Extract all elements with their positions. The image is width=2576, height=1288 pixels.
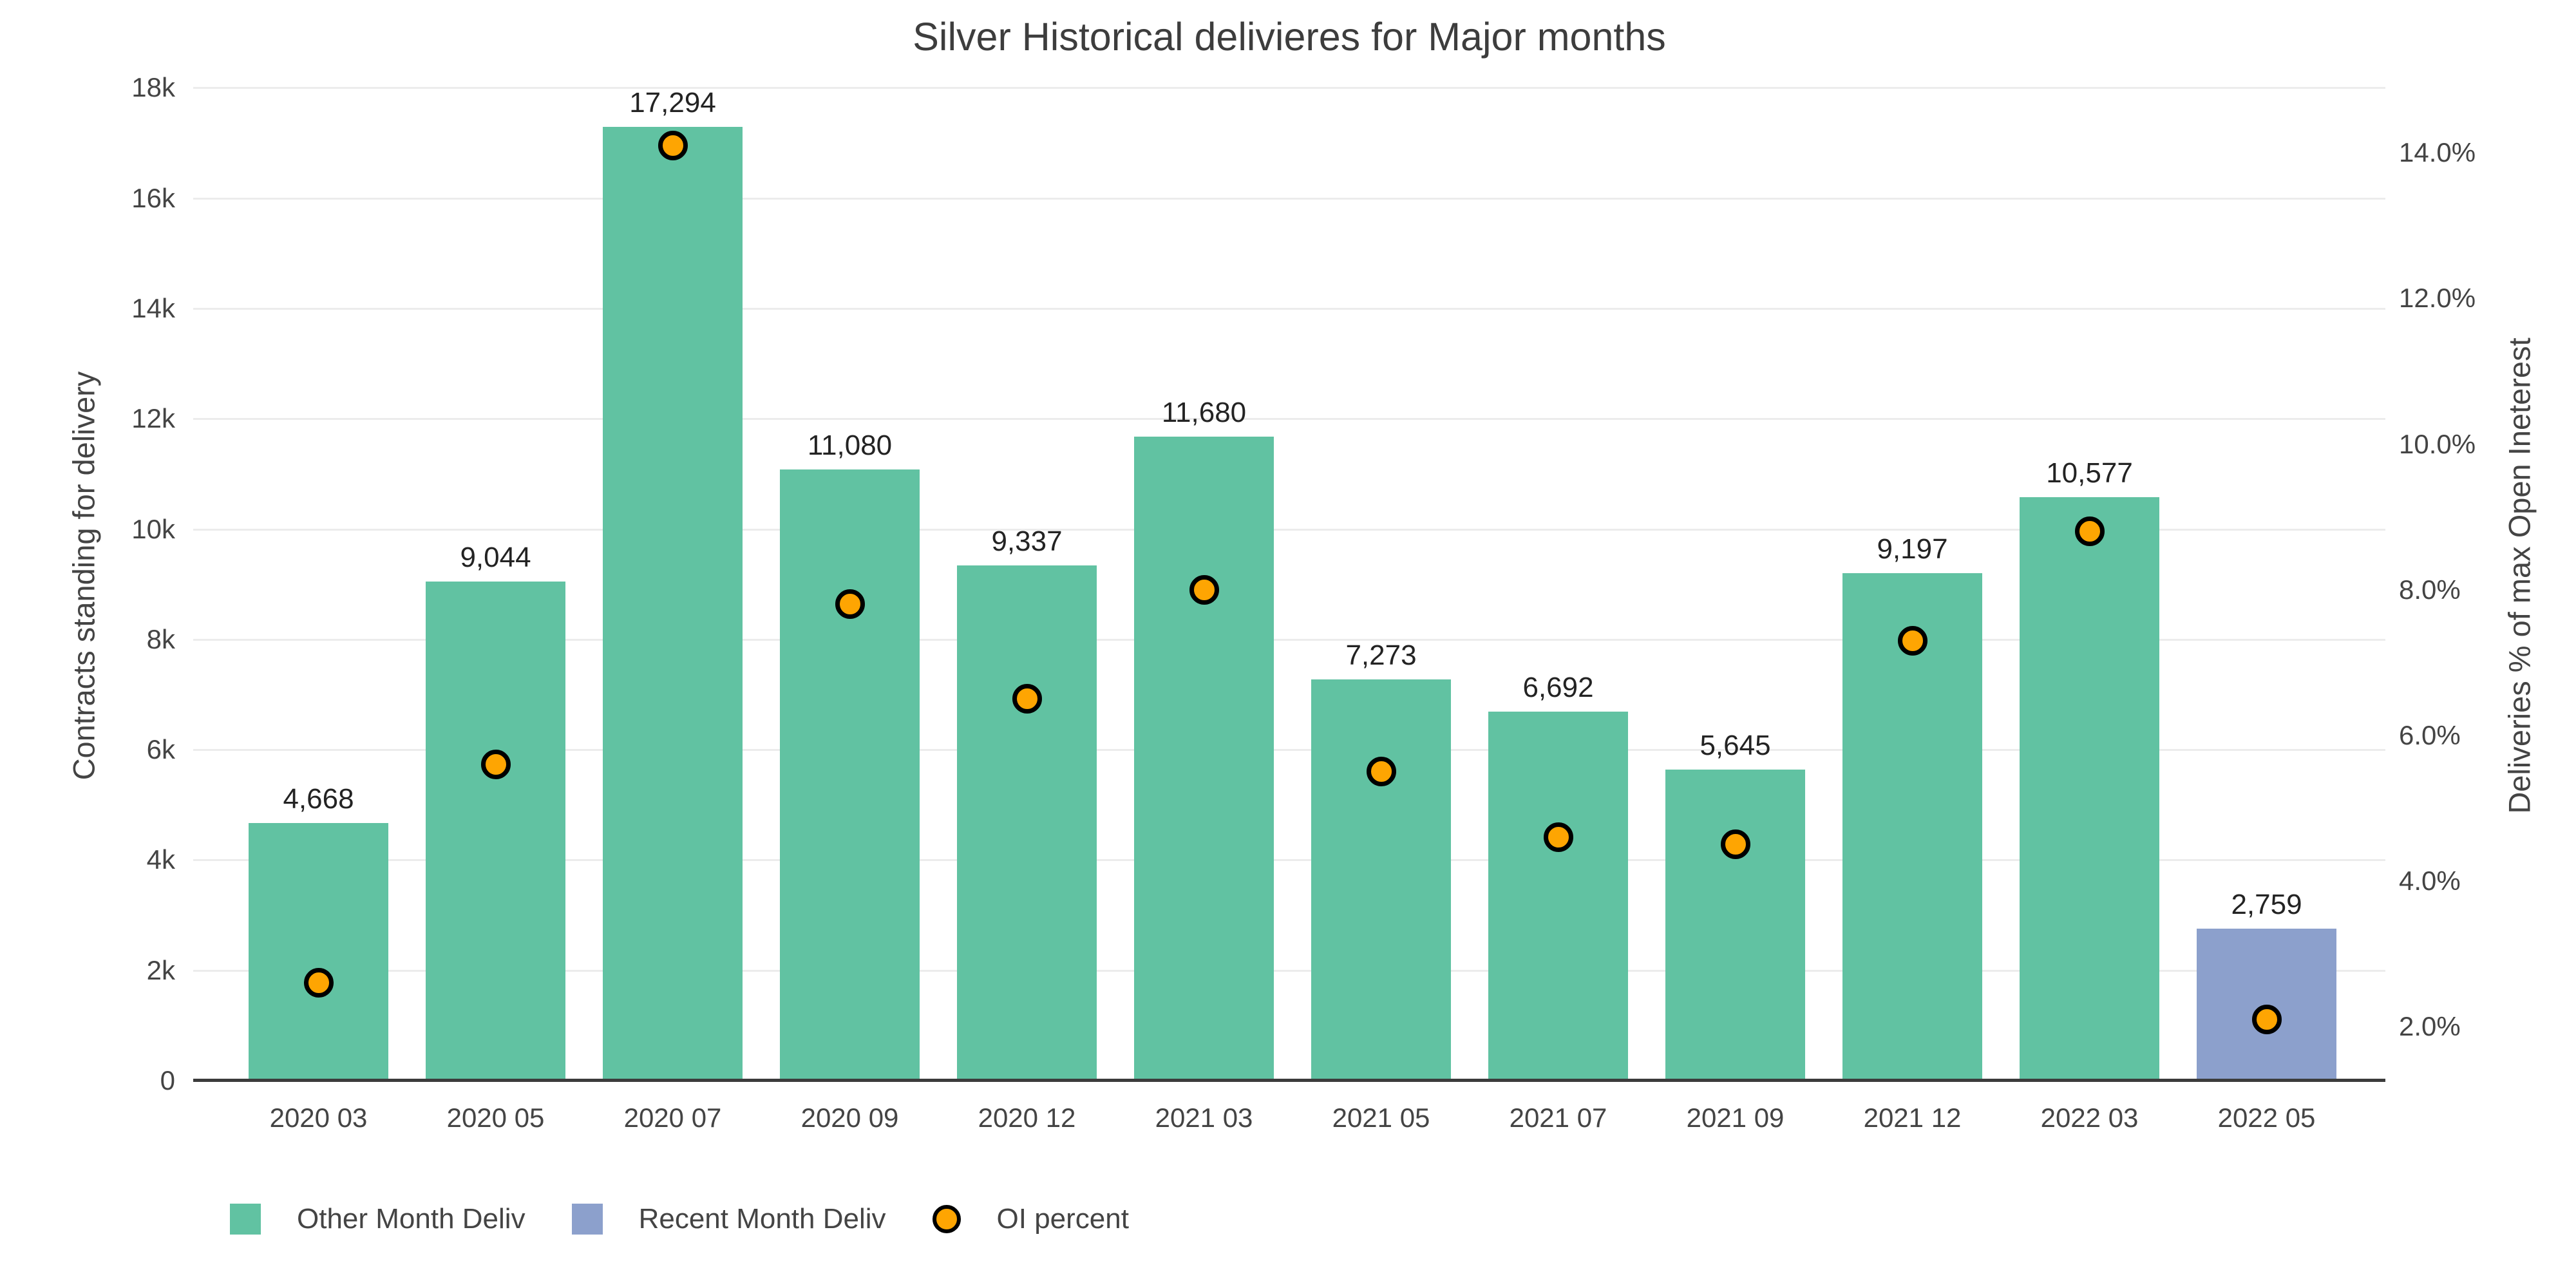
gridline xyxy=(193,307,2385,310)
oi-percent-dot[interactable] xyxy=(1189,574,1219,605)
gridline xyxy=(193,418,2385,421)
x-tick-label: 2021 07 xyxy=(1509,1103,1607,1133)
bar[interactable] xyxy=(1134,436,1274,1081)
x-tick-label: 2021 09 xyxy=(1686,1103,1785,1133)
bar-value-label: 9,197 xyxy=(1877,533,1948,565)
x-tick-label: 2021 12 xyxy=(1863,1103,1962,1133)
x-tick-label: 2020 07 xyxy=(623,1103,722,1133)
oi-percent-dot[interactable] xyxy=(1012,684,1042,714)
y-tick-label-left: 2k xyxy=(146,954,175,985)
gridline xyxy=(193,749,2385,752)
oi-percent-dot[interactable] xyxy=(2074,516,2105,547)
legend-item-oi-percent[interactable]: OI percent xyxy=(932,1203,1129,1235)
y-tick-label-left: 14k xyxy=(131,292,175,323)
x-tick-label: 2020 09 xyxy=(800,1103,899,1133)
y-tick-label-right: 10.0% xyxy=(2399,428,2476,459)
oi-percent-dot[interactable] xyxy=(835,589,865,620)
x-tick-label: 2021 03 xyxy=(1155,1103,1253,1133)
bar-value-label: 5,645 xyxy=(1700,729,1771,761)
bar[interactable] xyxy=(780,469,920,1081)
bar[interactable] xyxy=(1488,711,1628,1081)
gridline xyxy=(193,969,2385,972)
bar-value-label: 10,577 xyxy=(2046,457,2133,489)
bar[interactable] xyxy=(249,823,388,1081)
gridline xyxy=(193,197,2385,200)
gridline xyxy=(193,859,2385,862)
bar-value-label: 11,680 xyxy=(1161,396,1247,428)
other-month-swatch-icon xyxy=(230,1204,261,1235)
y-tick-label-left: 8k xyxy=(146,623,175,654)
gridline xyxy=(193,638,2385,641)
legend-item-other-month[interactable]: Other Month Deliv xyxy=(230,1203,526,1235)
bar[interactable] xyxy=(1842,573,1982,1081)
oi-percent-dot[interactable] xyxy=(1720,829,1750,860)
bar-value-label: 6,692 xyxy=(1522,671,1594,703)
bar[interactable] xyxy=(957,565,1097,1081)
bar-value-label: 9,044 xyxy=(460,542,531,574)
oi-percent-dot[interactable] xyxy=(1897,625,1927,656)
oi-percent-marker-icon xyxy=(932,1205,961,1233)
bar[interactable] xyxy=(1311,679,1451,1081)
x-axis-line xyxy=(193,1079,2385,1082)
bar-value-label: 17,294 xyxy=(629,86,716,118)
x-tick-label: 2022 03 xyxy=(2040,1103,2139,1133)
y-tick-label-left: 4k xyxy=(146,844,175,875)
bar-value-label: 9,337 xyxy=(991,526,1063,558)
oi-percent-dot[interactable] xyxy=(1543,822,1573,853)
oi-percent-dot[interactable] xyxy=(658,131,688,161)
gridline xyxy=(193,87,2385,90)
right-axis-title: Deliveries % of max Open Ineterest xyxy=(2502,337,2537,814)
gridline xyxy=(193,528,2385,531)
oi-percent-dot[interactable] xyxy=(1366,757,1396,787)
bar-value-label: 4,668 xyxy=(283,783,354,815)
bar[interactable] xyxy=(603,126,743,1081)
legend-label: Recent Month Deliv xyxy=(638,1203,886,1235)
y-tick-label-left: 0 xyxy=(160,1065,175,1095)
chart-title: Silver Historical delivieres for Major m… xyxy=(913,15,1666,59)
oi-percent-dot[interactable] xyxy=(480,750,511,780)
y-tick-label-left: 16k xyxy=(131,182,175,213)
oi-percent-dot[interactable] xyxy=(2251,1004,2282,1034)
x-tick-label: 2021 05 xyxy=(1332,1103,1430,1133)
left-axis-title: Contracts standing for delivery xyxy=(66,371,101,781)
y-tick-label-right: 12.0% xyxy=(2399,283,2476,314)
x-tick-label: 2022 05 xyxy=(2217,1103,2316,1133)
bar[interactable] xyxy=(2020,497,2159,1081)
x-tick-label: 2020 05 xyxy=(446,1103,545,1133)
y-tick-label-right: 14.0% xyxy=(2399,137,2476,168)
oi-percent-dot[interactable] xyxy=(303,968,334,998)
y-tick-label-right: 4.0% xyxy=(2399,865,2461,896)
plot-area: 4,668 9,044 17,294 11,080 9,337 11,680 7,273 6,… xyxy=(193,71,2385,1082)
bar[interactable] xyxy=(1665,769,1805,1081)
legend-label: OI percent xyxy=(996,1203,1129,1235)
legend-label: Other Month Deliv xyxy=(297,1203,526,1235)
bar[interactable] xyxy=(426,582,565,1081)
bar-value-label: 2,759 xyxy=(2231,888,2302,920)
y-tick-label-right: 8.0% xyxy=(2399,574,2461,605)
bar-value-label: 7,273 xyxy=(1345,639,1417,672)
y-tick-label-left: 12k xyxy=(131,403,175,434)
y-tick-label-right: 6.0% xyxy=(2399,719,2461,750)
bar-value-label: 11,080 xyxy=(807,429,893,461)
x-tick-label: 2020 03 xyxy=(269,1103,368,1133)
recent-month-swatch-icon xyxy=(571,1204,603,1235)
legend-item-recent-month[interactable]: Recent Month Deliv xyxy=(571,1203,886,1235)
legend: Other Month Deliv Recent Month Deliv OI … xyxy=(230,1203,1129,1235)
y-tick-label-left: 6k xyxy=(146,734,175,765)
y-tick-label-left: 10k xyxy=(131,513,175,544)
x-tick-label: 2020 12 xyxy=(978,1103,1076,1133)
y-tick-label-left: 18k xyxy=(131,72,175,103)
y-tick-label-right: 2.0% xyxy=(2399,1011,2461,1042)
